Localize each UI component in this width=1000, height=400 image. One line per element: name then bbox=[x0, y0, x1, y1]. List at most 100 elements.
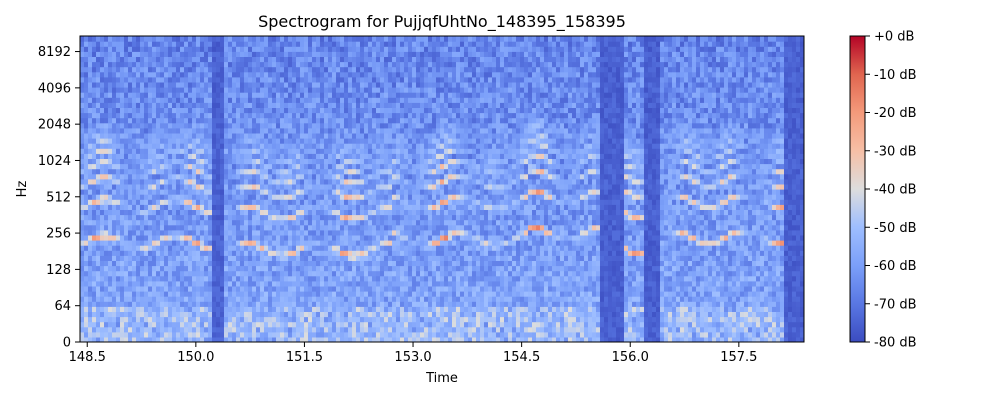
spectrogram-cell bbox=[124, 250, 129, 256]
spectrogram-cell bbox=[332, 270, 337, 277]
spectrogram-cell bbox=[380, 331, 385, 338]
spectrogram-cell bbox=[152, 229, 157, 236]
spectrogram-cell bbox=[140, 173, 145, 180]
spectrogram-cell bbox=[204, 265, 209, 272]
spectrogram-cell bbox=[400, 153, 405, 159]
spectrogram-cell bbox=[320, 280, 325, 287]
spectrogram-cell bbox=[156, 66, 161, 73]
spectrogram-cell bbox=[120, 296, 125, 302]
spectrogram-cell bbox=[104, 245, 109, 251]
spectrogram-cell bbox=[308, 265, 313, 272]
spectrogram-cell bbox=[104, 270, 109, 277]
spectrogram-cell bbox=[316, 265, 321, 272]
spectrogram-cell bbox=[196, 102, 201, 108]
spectrogram-cell bbox=[92, 260, 97, 267]
spectrogram-cell bbox=[232, 229, 237, 236]
spectrogram-cell bbox=[184, 143, 189, 149]
spectrogram-cell bbox=[164, 122, 169, 129]
spectrogram-cell bbox=[148, 265, 153, 272]
spectrogram-cell bbox=[88, 138, 93, 144]
spectrogram-cell bbox=[236, 127, 241, 134]
spectrogram-cell bbox=[244, 168, 249, 175]
spectrogram-cell bbox=[384, 275, 389, 282]
spectrogram-cell bbox=[320, 61, 325, 68]
spectrogram-cell bbox=[220, 326, 225, 333]
spectrogram-cell bbox=[340, 71, 345, 78]
spectrogram-cell bbox=[164, 127, 169, 134]
spectrogram-cell bbox=[360, 132, 365, 139]
spectrogram-cell bbox=[352, 265, 357, 272]
spectrogram-cell bbox=[112, 199, 117, 205]
spectrogram-cell bbox=[256, 76, 261, 83]
spectrogram-cell bbox=[172, 178, 177, 185]
spectrogram-cell bbox=[280, 209, 285, 216]
spectrogram-cell bbox=[348, 316, 353, 323]
spectrogram-cell bbox=[216, 158, 221, 165]
spectrogram-cell bbox=[288, 132, 293, 139]
spectrogram-cell bbox=[256, 336, 261, 342]
spectrogram-cell bbox=[284, 280, 289, 287]
spectrogram-cell bbox=[376, 234, 381, 241]
spectrogram-cell bbox=[384, 122, 389, 129]
spectrogram-cell bbox=[212, 260, 217, 267]
spectrogram-cell bbox=[180, 291, 185, 297]
spectrogram-cell bbox=[404, 234, 409, 241]
spectrogram-cell bbox=[232, 41, 237, 47]
spectrogram-cell bbox=[96, 153, 101, 159]
spectrogram-cell bbox=[340, 301, 345, 307]
spectrogram-cell bbox=[196, 56, 201, 63]
spectrogram-cell bbox=[292, 138, 297, 144]
spectrogram-cell bbox=[296, 132, 301, 139]
spectrogram-cell bbox=[264, 245, 269, 251]
spectrogram-cell bbox=[212, 306, 217, 312]
spectrogram-cell bbox=[364, 92, 369, 98]
spectrogram-cell bbox=[116, 51, 121, 57]
spectrogram-cell bbox=[124, 173, 129, 180]
spectrogram-cell bbox=[336, 240, 341, 246]
spectrogram-cell bbox=[276, 102, 281, 108]
spectrogram-cell bbox=[372, 76, 377, 83]
spectrogram-cell bbox=[180, 234, 185, 241]
spectrogram-cell bbox=[88, 275, 93, 282]
spectrogram-cell bbox=[388, 240, 393, 246]
spectrogram-cell bbox=[156, 158, 161, 165]
spectrogram-cell bbox=[236, 260, 241, 267]
spectrogram-cell bbox=[168, 229, 173, 236]
spectrogram-cell bbox=[236, 234, 241, 241]
spectrogram-cell bbox=[344, 194, 349, 200]
spectrogram-cell bbox=[84, 301, 89, 307]
spectrogram-cell bbox=[124, 296, 129, 302]
spectrogram-cell bbox=[264, 102, 269, 108]
spectrogram-cell bbox=[96, 214, 101, 221]
spectrogram-cell bbox=[136, 81, 141, 88]
spectrogram-cell bbox=[352, 56, 357, 63]
spectrogram-cell bbox=[176, 107, 181, 114]
spectrogram-cell bbox=[396, 285, 401, 292]
spectrogram-cell bbox=[240, 224, 245, 231]
spectrogram-cell bbox=[108, 71, 113, 78]
spectrogram-cell bbox=[92, 122, 97, 129]
spectrogram-cell bbox=[136, 316, 141, 323]
spectrogram-cell bbox=[136, 183, 141, 190]
spectrogram-cell bbox=[360, 97, 365, 103]
spectrogram-cell bbox=[392, 260, 397, 267]
spectrogram-cell bbox=[348, 168, 353, 175]
spectrogram-cell bbox=[172, 234, 177, 241]
spectrogram-cell bbox=[364, 326, 369, 333]
spectrogram-cell bbox=[220, 92, 225, 98]
spectrogram-cell bbox=[120, 214, 125, 221]
spectrogram-cell bbox=[228, 250, 233, 256]
spectrogram-cell bbox=[400, 97, 405, 103]
spectrogram-cell bbox=[84, 280, 89, 287]
spectrogram-cell bbox=[304, 301, 309, 307]
spectrogram-cell bbox=[84, 138, 89, 144]
spectrogram-cell bbox=[108, 76, 113, 83]
spectrogram-cell bbox=[220, 234, 225, 241]
spectrogram-cell bbox=[216, 66, 221, 73]
spectrogram-cell bbox=[204, 311, 209, 318]
spectrogram-cell bbox=[268, 127, 273, 134]
spectrogram-cell bbox=[376, 331, 381, 338]
spectrogram-cell bbox=[364, 229, 369, 236]
spectrogram-cell bbox=[108, 173, 113, 180]
spectrogram-cell bbox=[268, 301, 273, 307]
